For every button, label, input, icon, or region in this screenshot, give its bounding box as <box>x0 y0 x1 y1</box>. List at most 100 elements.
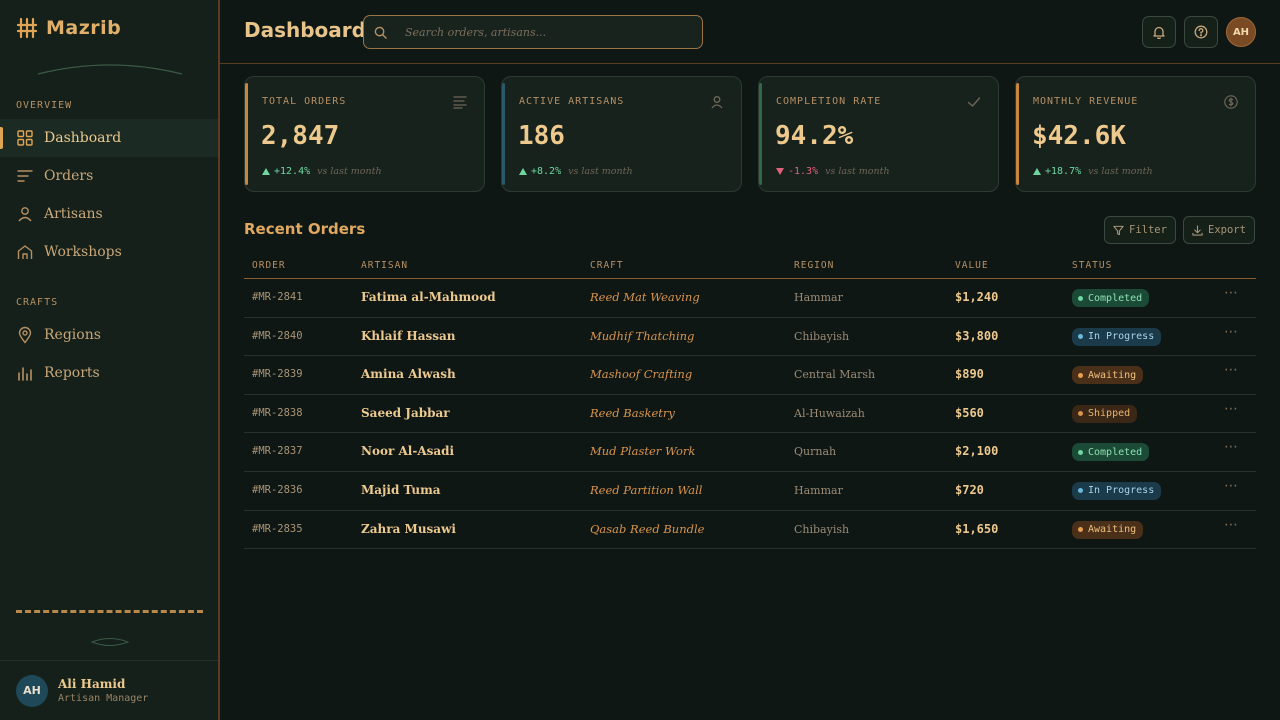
export-button[interactable]: Export <box>1183 216 1255 244</box>
table-row[interactable]: #MR-2841 Fatima al-Mahmood Reed Mat Weavin… <box>244 279 1256 318</box>
sidebar-item-dashboard[interactable]: Dashboard <box>0 119 218 157</box>
sidebar-item-reports[interactable]: Reports <box>0 354 218 392</box>
stat-card-total-orders: TOTAL ORDERS 2,847 +12.4% vs last month <box>244 76 485 192</box>
artisan-name: Zahra Musawi <box>361 521 456 536</box>
card-label: TOTAL ORDERS <box>262 96 347 107</box>
delta-value: +18.7% <box>1045 166 1082 177</box>
order-id[interactable]: #MR-2837 <box>252 445 303 458</box>
status-dot <box>1078 372 1083 378</box>
filter-button[interactable]: Filter <box>1104 216 1176 244</box>
more-options-icon[interactable]: ⋯ <box>1224 477 1239 494</box>
trend-up-icon <box>262 168 270 175</box>
stat-card-monthly-revenue: MONTHLY REVENUE $42.6K +18.7% vs last mo… <box>1015 76 1256 192</box>
order-id[interactable]: #MR-2840 <box>252 329 303 342</box>
region-name: Central Marsh <box>794 368 876 382</box>
table-row[interactable]: #MR-2840 Khlaif Hassan Mudhif Thatching Chi… <box>244 318 1256 357</box>
sidebar-item-regions[interactable]: Regions <box>0 316 218 354</box>
artisan-name: Khlaif Hassan <box>361 328 456 343</box>
more-options-icon[interactable]: ⋯ <box>1224 439 1239 456</box>
more-options-icon[interactable]: ⋯ <box>1224 400 1239 417</box>
status-dot <box>1078 488 1083 494</box>
avatar[interactable]: AH <box>1226 17 1256 47</box>
status-label: Completed <box>1088 292 1143 304</box>
card-accent-bar <box>245 83 248 185</box>
card-delta: +12.4% vs last month <box>262 166 382 177</box>
artisan-name: Saeed Jabbar <box>361 405 450 420</box>
brand[interactable]: Mazrib <box>16 16 121 40</box>
order-id[interactable]: #MR-2835 <box>252 522 303 535</box>
user-icon <box>18 207 32 222</box>
table-row[interactable]: #MR-2839 Amina Alwash Mashoof Crafting Cent… <box>244 356 1256 395</box>
sidebar-item-label: Workshops <box>44 244 122 260</box>
card-value: 2,847 <box>261 121 340 151</box>
trend-up-icon <box>1033 168 1041 175</box>
section-label-overview: OVERVIEW <box>16 100 73 111</box>
sidebar: Mazrib OVERVIEW Dashboard Orders Artisan… <box>0 0 220 720</box>
order-value: $1,650 <box>955 521 999 536</box>
order-value: $2,100 <box>955 444 999 459</box>
column-header-value[interactable]: VALUE <box>955 260 989 271</box>
status-dot <box>1078 295 1083 301</box>
bell-icon <box>1153 26 1165 39</box>
status-label: Completed <box>1088 446 1143 458</box>
craft-name: Mashoof Crafting <box>590 367 693 382</box>
filter-label: Filter <box>1129 224 1167 236</box>
search-input[interactable] <box>405 25 685 39</box>
table-row[interactable]: #MR-2836 Majid Tuma Reed Partition Wall Ham… <box>244 472 1256 511</box>
status-dot <box>1078 527 1083 533</box>
column-header-status[interactable]: STATUS <box>1072 260 1113 271</box>
column-header-artisan[interactable]: ARTISAN <box>361 260 409 271</box>
column-header-region[interactable]: REGION <box>794 260 835 271</box>
status-badge: Completed <box>1072 289 1150 307</box>
filter-icon <box>1113 225 1124 235</box>
bar-chart-icon <box>18 367 32 381</box>
delta-value: -1.3% <box>788 166 819 177</box>
order-id[interactable]: #MR-2841 <box>252 291 303 303</box>
more-options-icon[interactable]: ⋯ <box>1224 323 1239 340</box>
artisan-name: Majid Tuma <box>361 482 441 497</box>
dollar-icon <box>1224 95 1238 109</box>
card-value: 94.2% <box>775 121 854 151</box>
card-delta: +18.7% vs last month <box>1033 166 1153 177</box>
notifications-button[interactable] <box>1142 16 1176 48</box>
more-options-icon[interactable]: ⋯ <box>1224 285 1239 301</box>
sidebar-divider <box>16 610 203 613</box>
section-label-crafts: CRAFTS <box>16 297 59 308</box>
status-label: Awaiting <box>1088 524 1137 536</box>
page-title: Dashboard <box>244 18 366 42</box>
home-icon <box>17 245 33 259</box>
download-icon <box>1192 224 1203 236</box>
column-header-order[interactable]: ORDER <box>252 260 286 271</box>
help-button[interactable] <box>1184 16 1218 48</box>
sidebar-item-workshops[interactable]: Workshops <box>0 233 218 271</box>
more-options-icon[interactable]: ⋯ <box>1224 516 1239 533</box>
order-id[interactable]: #MR-2839 <box>252 368 303 381</box>
list-icon <box>17 170 33 182</box>
sidebar-item-orders[interactable]: Orders <box>0 157 218 195</box>
table-row[interactable]: #MR-2837 Noor Al-Asadi Mud Plaster Work Qur… <box>244 433 1256 472</box>
order-id[interactable]: #MR-2836 <box>252 483 303 496</box>
user-info: Ali Hamid Artisan Manager <box>58 677 148 704</box>
status-badge: Awaiting <box>1072 366 1144 385</box>
search-box[interactable] <box>363 15 703 49</box>
sidebar-item-label: Regions <box>44 327 101 343</box>
user-profile[interactable]: AH Ali Hamid Artisan Manager <box>0 660 218 720</box>
status-label: In Progress <box>1088 331 1155 343</box>
more-options-icon[interactable]: ⋯ <box>1224 362 1239 379</box>
order-value: $720 <box>955 482 984 497</box>
table-row[interactable]: #MR-2835 Zahra Musawi Qasab Reed Bundle Chi… <box>244 511 1256 550</box>
sidebar-item-artisans[interactable]: Artisans <box>0 195 218 233</box>
table-row[interactable]: #MR-2838 Saeed Jabbar Reed Basketry Al-Huwa… <box>244 395 1256 434</box>
order-id[interactable]: #MR-2838 <box>252 406 303 419</box>
craft-name: Qasab Reed Bundle <box>590 521 705 536</box>
sidebar-item-label: Dashboard <box>44 130 122 146</box>
card-delta: -1.3% vs last month <box>776 166 890 177</box>
card-value: 186 <box>518 121 565 151</box>
card-label: ACTIVE ARTISANS <box>519 96 625 107</box>
region-name: Chibayish <box>794 522 850 536</box>
card-accent-bar <box>502 83 505 185</box>
status-badge: Shipped <box>1072 404 1138 423</box>
delta-note: vs last month <box>1088 166 1153 177</box>
column-header-craft[interactable]: CRAFT <box>590 260 624 271</box>
search-icon <box>374 26 387 39</box>
